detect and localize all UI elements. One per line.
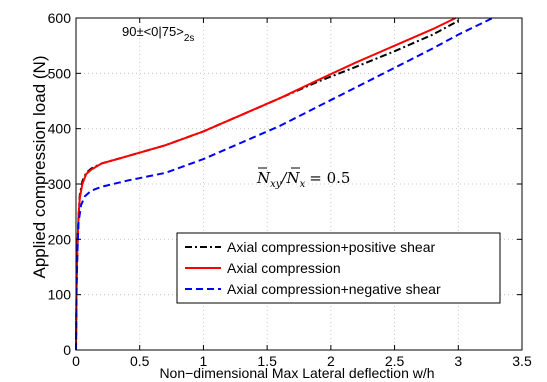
x-tick-label: 1.5: [257, 353, 277, 369]
legend: Axial compression+positive shear Axial co…: [176, 232, 501, 304]
svg-text:90±<0|75>2s: 90±<0|75>2s: [122, 24, 194, 44]
y-tick-label: 400: [48, 121, 72, 137]
legend-label-axial-compression-positive-shear: Axial compression+positive shear: [227, 239, 435, 255]
y-axis-label: Applied compression load (N): [30, 56, 49, 279]
y-tick-label: 300: [48, 176, 72, 192]
y-tick-label: 600: [48, 10, 72, 26]
layup-annotation: 90±<0|75>2s: [122, 24, 194, 44]
x-tick-label: 0: [72, 353, 80, 369]
layup-subscript: 2s: [184, 33, 195, 44]
svg-text:Nxy/Nx= 0.5: Nxy/Nx = 0.5: [256, 169, 350, 190]
x-tick-label: 2.5: [385, 353, 405, 369]
y-tick-label: 100: [48, 287, 72, 303]
x-tick-label: 1: [200, 353, 208, 369]
x-tick-label: 3: [454, 353, 462, 369]
ratio-annotation: Nxy/Nx = 0.5: [256, 167, 350, 190]
x-tick-label: 3.5: [512, 353, 532, 369]
tick-labels: 0 0.5 1 1.5 2 2.5 3 3.5 0 100 200 300 400 500 600: [48, 10, 532, 369]
x-tick-label: 2: [327, 353, 335, 369]
ratio-denominator: N: [285, 169, 300, 187]
legend-box: [176, 232, 501, 304]
y-tick-label: 200: [48, 231, 72, 247]
x-axis-label: Non−dimensional Max Lateral deflection w…: [159, 365, 434, 381]
legend-label-axial-compression: Axial compression: [227, 260, 341, 276]
series-line-axial-compression-positive-shear: [75, 19, 459, 351]
series-group: [75, 17, 494, 351]
ratio-slash: /: [279, 169, 288, 187]
ratio-denominator-sub: x: [300, 179, 306, 190]
ratio-value: = 0.5: [309, 169, 350, 187]
ratio-numerator: N: [256, 169, 271, 187]
y-tick-label: 500: [48, 65, 72, 81]
x-tick-label: 0.5: [130, 353, 150, 369]
layup-prefix: 90±<0|75>: [122, 24, 184, 39]
y-tick-label: 0: [63, 342, 71, 358]
tick-marks: [75, 17, 523, 351]
ratio-numerator-sub: xy: [270, 179, 282, 190]
series-line-axial-compression-negative-shear: [75, 17, 494, 351]
legend-label-axial-compression-negative-shear: Axial compression+negative shear: [227, 281, 441, 297]
